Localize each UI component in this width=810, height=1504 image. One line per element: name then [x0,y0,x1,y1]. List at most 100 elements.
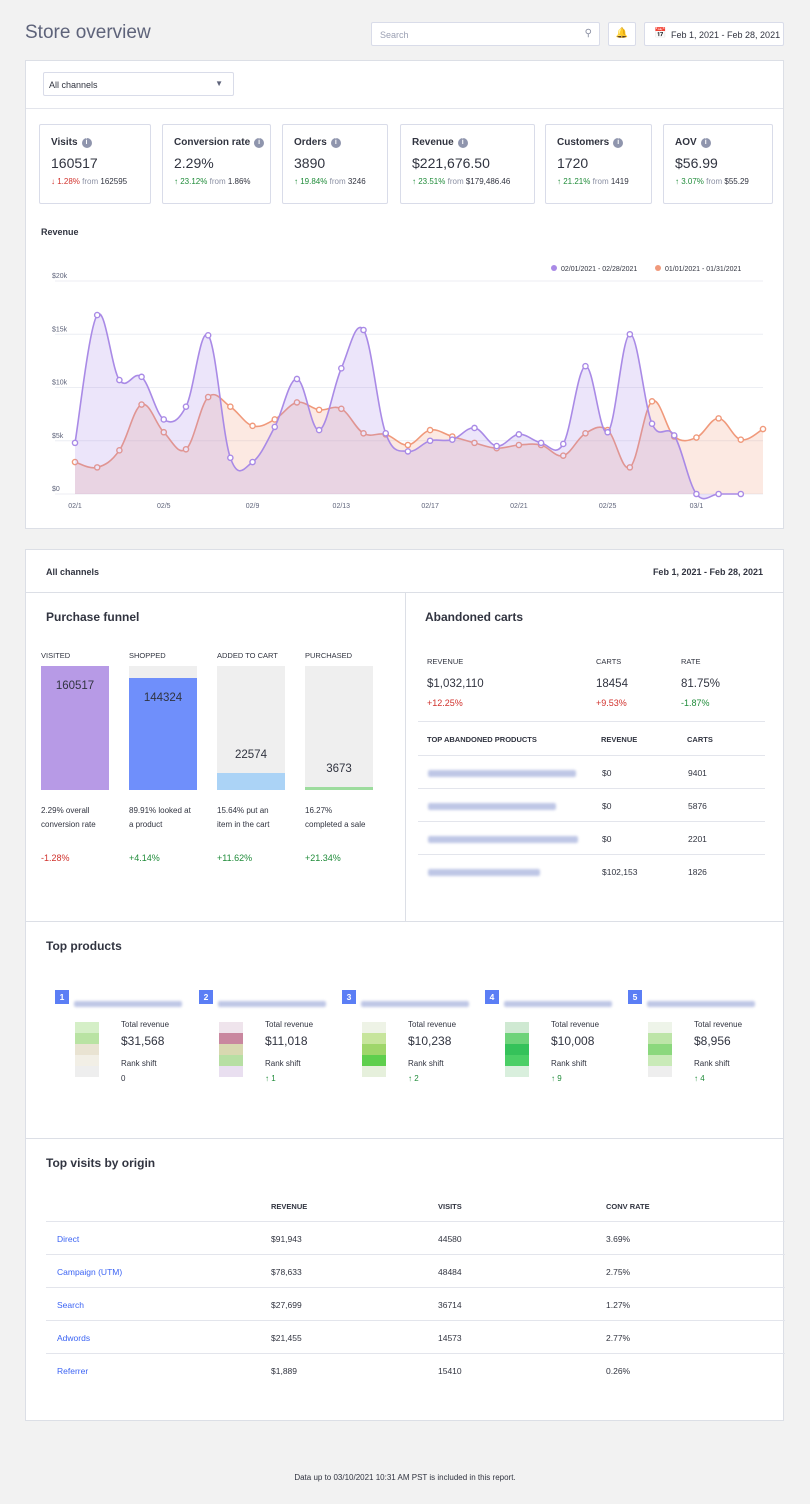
data-point[interactable] [426,426,434,434]
data-point[interactable] [404,448,412,455]
product-name-blurred[interactable] [504,994,612,1012]
data-point[interactable] [648,420,656,428]
data-point[interactable] [116,447,123,454]
divider [26,592,783,593]
abandoned-product-row[interactable]: $0 2201 [418,821,765,854]
data-point[interactable] [471,439,478,447]
data-point[interactable] [138,373,145,381]
data-point[interactable] [315,426,323,434]
data-point[interactable] [249,458,256,466]
data-point[interactable] [227,454,234,462]
series-area [75,394,763,494]
data-point[interactable] [116,376,123,384]
funnel-step-value: 3673 [326,763,352,775]
data-point[interactable] [204,332,212,339]
abandoned-product-row[interactable]: $0 5876 [418,788,765,821]
info-icon[interactable]: i [81,138,92,148]
product-name-blurred[interactable] [218,994,326,1012]
channel-select[interactable]: All channels ▼ [43,72,234,96]
data-point[interactable] [93,464,101,471]
data-point[interactable] [338,405,345,413]
data-point[interactable] [160,416,168,423]
data-point[interactable] [626,330,634,338]
data-point[interactable] [559,452,567,459]
data-point[interactable] [537,439,545,447]
data-point[interactable] [249,422,256,430]
data-point[interactable] [71,439,79,447]
kpi-card: Conversion rate i 2.29% ↑ 23.12% from 1.86% [162,124,271,204]
top-product-stats: Total revenue $10,238 Rank shift ↑ 2 [408,1020,456,1083]
data-point[interactable] [693,434,700,441]
product-name-blurred[interactable] [647,994,755,1012]
data-point[interactable] [626,464,634,471]
product-name-blurred[interactable] [74,994,182,1012]
info-icon[interactable]: i [254,138,265,148]
data-point[interactable] [138,401,145,408]
data-point[interactable] [293,399,301,406]
product-name-blurred[interactable] [361,994,469,1012]
data-point[interactable] [204,393,212,401]
data-point[interactable] [360,429,367,437]
data-point[interactable] [315,406,323,414]
data-point[interactable] [182,445,190,453]
notifications-button[interactable]: 🔔 [608,22,636,46]
data-point[interactable] [582,362,589,370]
summary-date: Feb 1, 2021 - Feb 28, 2021 [652,567,763,577]
product-name-blurred[interactable] [428,868,540,878]
data-point[interactable] [404,441,412,449]
data-point[interactable] [293,375,301,383]
origin-link[interactable]: Adwords [57,1333,91,1343]
data-point[interactable] [448,436,456,443]
date-range-button[interactable]: 📅 Feb 1, 2021 - Feb 28, 2021 [644,22,784,46]
overview-card: All channels ▼ Visits i 160517 ↓ 1.28% from… [25,60,784,529]
origin-link[interactable]: Referrer [57,1366,89,1376]
data-point[interactable] [493,442,500,450]
data-point[interactable] [559,440,567,448]
y-tick-label: $5k [52,433,64,440]
data-point[interactable] [737,436,745,443]
data-point[interactable] [648,398,656,405]
data-point[interactable] [759,425,767,433]
data-point[interactable] [71,458,79,466]
kpi-change-pct: 3.07% [681,177,704,186]
data-point[interactable] [515,441,523,449]
data-point[interactable] [670,432,678,439]
top-products-title: Top products [46,939,122,953]
data-point[interactable] [93,311,101,319]
data-point[interactable] [515,431,523,438]
data-point[interactable] [737,490,745,498]
data-point[interactable] [227,403,234,410]
funnel-step-desc-line1: 15.64% put an [217,806,269,815]
kpi-prev-value: $55.29 [724,177,749,186]
rank-badge: 5 [628,990,642,1004]
data-point[interactable] [471,424,478,432]
data-point[interactable] [604,428,611,436]
data-point[interactable] [715,490,722,498]
data-point[interactable] [693,490,700,498]
data-point[interactable] [338,365,345,372]
data-point[interactable] [182,403,190,410]
thumbnail-block [75,1055,99,1066]
kpi-prev-value: $179,486.46 [465,177,511,186]
data-point[interactable] [360,326,367,334]
info-icon[interactable]: i [613,138,624,148]
origin-link[interactable]: Campaign (UTM) [57,1267,123,1277]
product-name-blurred[interactable] [428,802,556,812]
info-icon[interactable]: i [700,138,711,148]
data-point[interactable] [160,428,168,436]
origin-link[interactable]: Search [57,1300,84,1310]
data-point[interactable] [715,415,722,422]
abandoned-product-row[interactable]: $102,153 1826 [418,854,765,887]
data-point[interactable] [382,429,390,437]
data-point[interactable] [426,437,434,445]
info-icon[interactable]: i [330,138,341,148]
product-name-blurred[interactable] [428,835,578,845]
kpi-from-word: from [592,177,609,186]
data-point[interactable] [582,429,589,437]
origin-link[interactable]: Direct [57,1234,80,1244]
info-icon[interactable]: i [457,138,468,148]
data-point[interactable] [271,423,279,431]
product-name-blurred[interactable] [428,769,576,779]
search-input[interactable]: Search ⚲ [371,22,600,46]
abandoned-product-row[interactable]: $0 9401 [418,755,765,788]
